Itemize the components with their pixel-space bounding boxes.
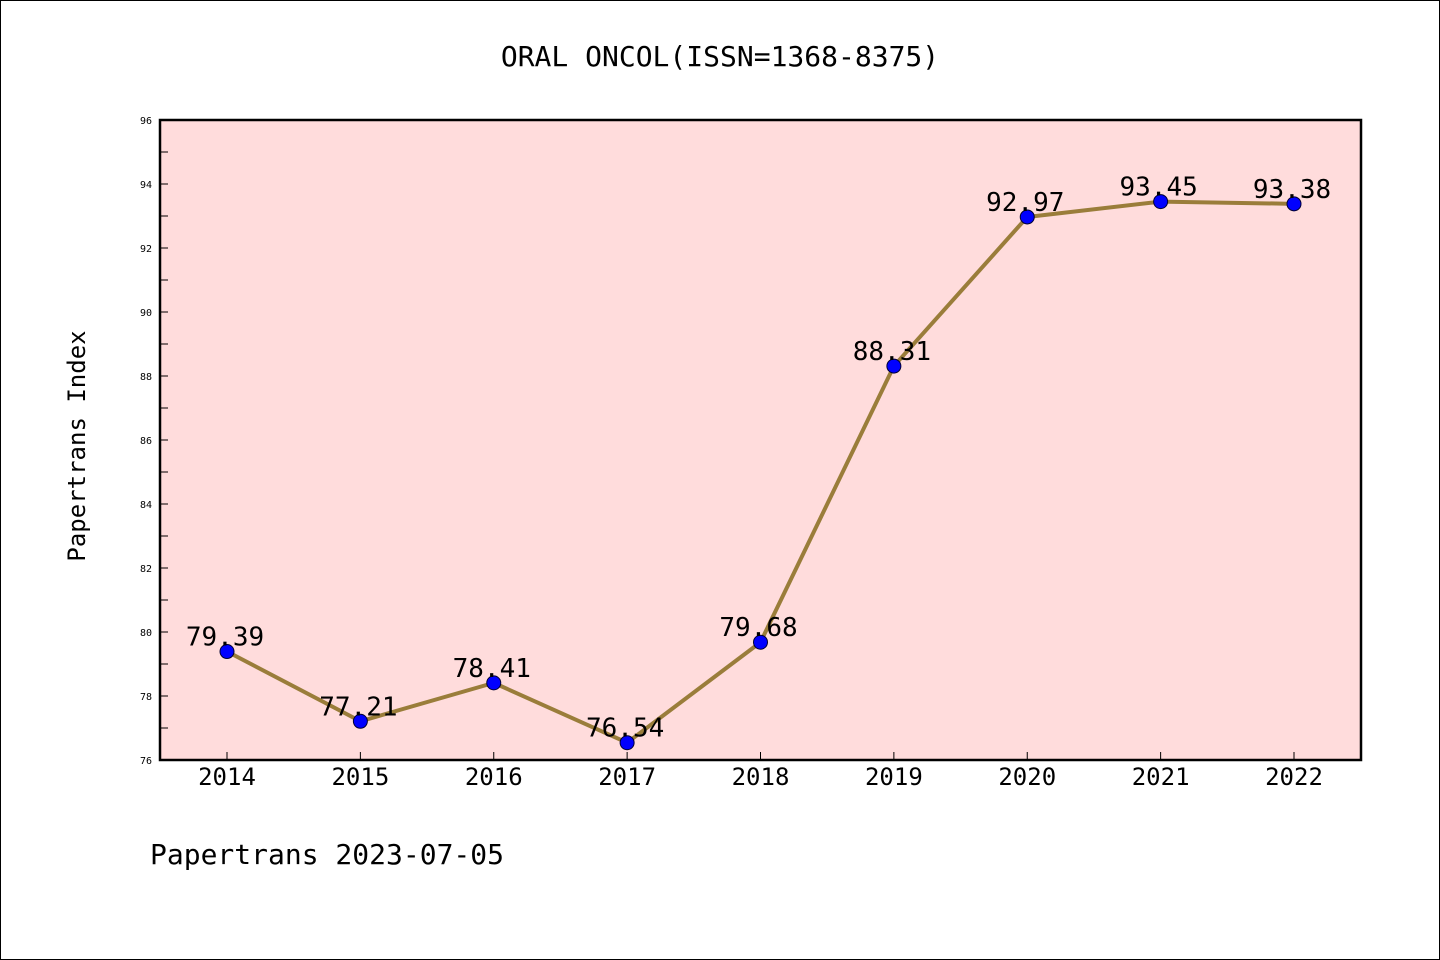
data-label: 88.31: [853, 337, 931, 367]
y-tick-label: 96: [140, 116, 152, 127]
y-tick-label: 94: [140, 180, 152, 191]
y-tick-label: 76: [140, 756, 152, 767]
data-point: [219, 644, 235, 660]
y-tick-label: 80: [140, 628, 152, 639]
plot-area: [160, 120, 1361, 760]
y-tick-label: 86: [140, 436, 152, 447]
data-label: 93.45: [1119, 173, 1197, 203]
x-tick-label: 2014: [198, 763, 256, 791]
footer-text: Papertrans 2023-07-05: [150, 838, 504, 871]
data-point: [619, 735, 635, 751]
data-label: 79.39: [186, 623, 264, 653]
data-point: [352, 713, 368, 729]
y-tick-label: 82: [140, 564, 152, 575]
x-axis: 2014 2015 2016 2017 2018 2019 2020 2021 2022: [198, 752, 1323, 791]
data-points: [219, 194, 1302, 751]
data-point: [1153, 194, 1169, 210]
data-label: 77.21: [319, 692, 397, 722]
x-tick-label: 2020: [998, 763, 1056, 791]
y-axis: 76 78 80 82 84 86 88 90 92 94 96: [140, 116, 168, 767]
x-tick-label: 2021: [1132, 763, 1190, 791]
x-tick-label: 2017: [598, 763, 656, 791]
x-tick-label: 2015: [331, 763, 389, 791]
data-label: 92.97: [986, 188, 1064, 218]
y-tick-label: 84: [140, 500, 152, 511]
x-tick-label: 2022: [1265, 763, 1323, 791]
plot-border: [158, 118, 1363, 762]
y-axis-label: Papertrans Index: [63, 330, 91, 561]
data-point: [1019, 209, 1035, 225]
data-label: 76.54: [586, 714, 664, 744]
y-tick-label: 78: [140, 692, 152, 703]
data-label: 93.38: [1253, 175, 1331, 205]
chart-title: ORAL ONCOL(ISSN=1368-8375): [501, 40, 939, 73]
x-tick-label: 2016: [465, 763, 523, 791]
x-tick-label: 2018: [732, 763, 790, 791]
data-point: [753, 634, 768, 650]
data-point: [1286, 196, 1302, 212]
data-point: [486, 675, 502, 691]
x-tick-label: 2019: [865, 763, 923, 791]
y-tick-label: 88: [140, 372, 152, 383]
data-label: 79.68: [719, 613, 797, 643]
y-tick-label: 90: [140, 308, 152, 319]
data-label: 78.41: [453, 654, 531, 684]
y-tick-label: 92: [140, 244, 152, 255]
data-labels: 79.39 77.21 78.41 76.54 79.68 88.31 92.97 93.45…: [186, 173, 1331, 744]
data-point: [886, 358, 902, 374]
